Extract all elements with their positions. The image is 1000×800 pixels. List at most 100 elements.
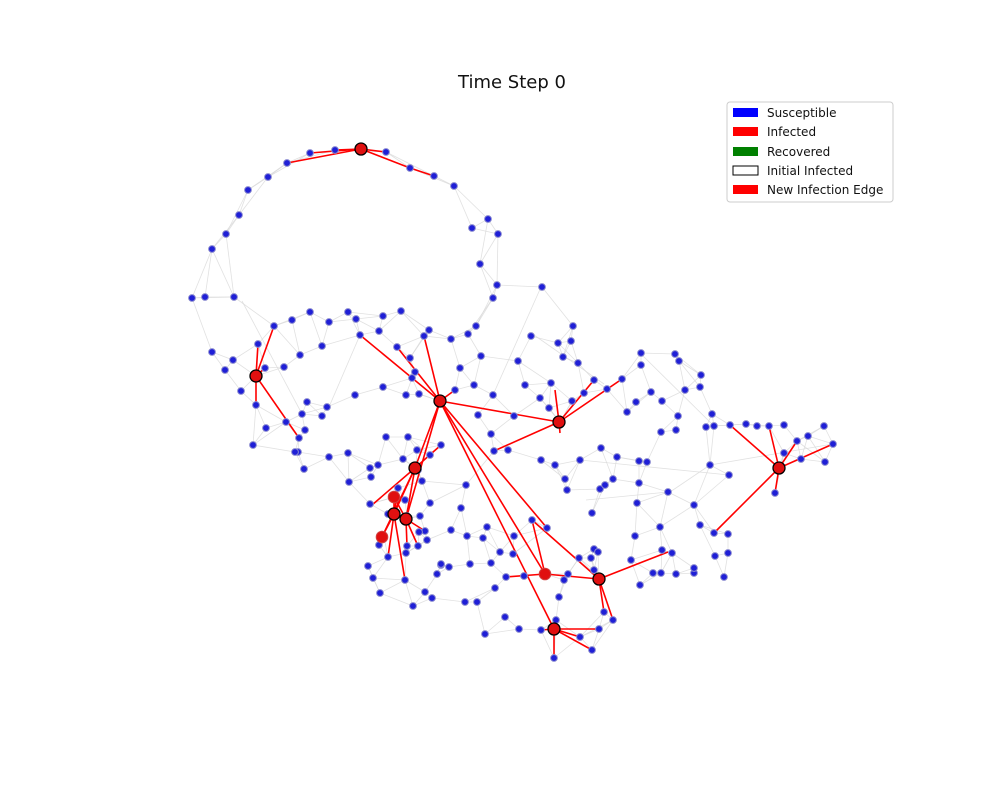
network-edge	[297, 451, 330, 458]
network-edge	[232, 343, 259, 361]
susceptible-node	[780, 421, 788, 429]
infection-edge	[713, 467, 780, 534]
network-edge	[238, 189, 249, 216]
infection-edge	[286, 148, 362, 164]
initial-infected-node	[552, 415, 566, 429]
network-edge	[513, 519, 533, 537]
susceptible-node	[222, 230, 230, 238]
initial-infected-node	[387, 507, 401, 521]
susceptible-node	[421, 588, 429, 596]
susceptible-node	[318, 342, 326, 350]
infection-edge	[558, 378, 623, 423]
susceptible-node	[742, 420, 750, 428]
legend-label-recovered: Recovered	[767, 145, 830, 159]
susceptible-node	[295, 434, 303, 442]
network-edge	[476, 601, 486, 635]
susceptible-node	[574, 359, 582, 367]
susceptible-node	[726, 421, 734, 429]
network-edge	[517, 360, 526, 386]
susceptible-node	[325, 318, 333, 326]
susceptible-node	[797, 455, 805, 463]
network-edge	[372, 556, 389, 579]
susceptible-node	[474, 411, 482, 419]
network-edge	[566, 488, 601, 491]
network-edge	[554, 459, 581, 466]
susceptible-node	[590, 566, 598, 574]
network-edge	[382, 386, 407, 396]
susceptible-node	[580, 389, 588, 397]
network-edge	[486, 526, 501, 553]
network-edge	[768, 425, 785, 454]
infection-edge	[371, 467, 416, 506]
susceptible-node	[270, 322, 278, 330]
network-edge	[723, 552, 729, 578]
infection-edge	[387, 513, 395, 558]
susceptible-node	[600, 608, 608, 616]
susceptible-node	[282, 418, 290, 426]
network-edge	[372, 577, 406, 581]
susceptible-node	[658, 397, 666, 405]
susceptible-node	[609, 475, 617, 483]
network-edge	[431, 597, 466, 603]
susceptible-node	[804, 432, 812, 440]
network-edge	[355, 318, 380, 332]
susceptible-node	[656, 523, 664, 531]
susceptible-node	[528, 516, 536, 524]
network-nodes	[188, 142, 837, 662]
susceptible-node	[658, 546, 666, 554]
susceptible-node	[515, 625, 523, 633]
susceptible-node	[635, 479, 643, 487]
network-edge	[450, 325, 477, 340]
susceptible-node	[696, 383, 704, 391]
susceptible-node	[697, 371, 705, 379]
infection-edge	[768, 425, 780, 469]
susceptible-node	[636, 581, 644, 589]
network-edge	[453, 185, 473, 229]
network-edge	[321, 334, 361, 347]
network-edge	[630, 549, 663, 561]
network-edge	[423, 335, 452, 340]
legend-item-initial-infected: Initial Infected	[732, 164, 853, 178]
susceptible-node	[306, 308, 314, 316]
susceptible-node	[597, 444, 605, 452]
susceptible-node	[420, 332, 428, 340]
network-edge	[630, 559, 654, 574]
network-edge	[471, 227, 499, 235]
susceptible-node	[376, 589, 384, 597]
network-edge	[309, 311, 323, 347]
initial-infected-node	[547, 622, 561, 636]
network-edge	[517, 360, 552, 384]
susceptible-node	[664, 488, 672, 496]
susceptible-node	[489, 391, 497, 399]
infection-edge	[531, 519, 546, 575]
susceptible-node	[306, 149, 314, 157]
network-edge	[512, 527, 548, 555]
susceptible-node	[780, 449, 788, 457]
susceptible-node	[594, 548, 602, 556]
susceptible-node	[672, 426, 680, 434]
network-edge	[459, 355, 482, 369]
susceptible-node	[477, 352, 485, 360]
network-edge	[484, 616, 506, 635]
network-edge	[238, 176, 269, 216]
legend-swatch-initial-infected	[732, 165, 759, 176]
network-edge	[450, 338, 461, 369]
susceptible-node	[461, 598, 469, 606]
susceptible-node	[821, 458, 829, 466]
initial-infected-node	[354, 142, 368, 156]
network-edge	[554, 464, 568, 491]
network-edge	[548, 382, 552, 409]
susceptible-node	[587, 554, 595, 562]
susceptible-node	[470, 381, 478, 389]
susceptible-node	[369, 574, 377, 582]
susceptible-node	[576, 456, 584, 464]
susceptible-node	[406, 354, 414, 362]
susceptible-node	[649, 569, 657, 577]
network-edge	[191, 297, 213, 353]
infection-edge	[255, 325, 275, 377]
susceptible-node	[550, 654, 558, 662]
susceptible-node	[468, 224, 476, 232]
network-edge	[630, 559, 641, 586]
initial-infected-node	[433, 394, 447, 408]
susceptible-node	[668, 549, 676, 557]
